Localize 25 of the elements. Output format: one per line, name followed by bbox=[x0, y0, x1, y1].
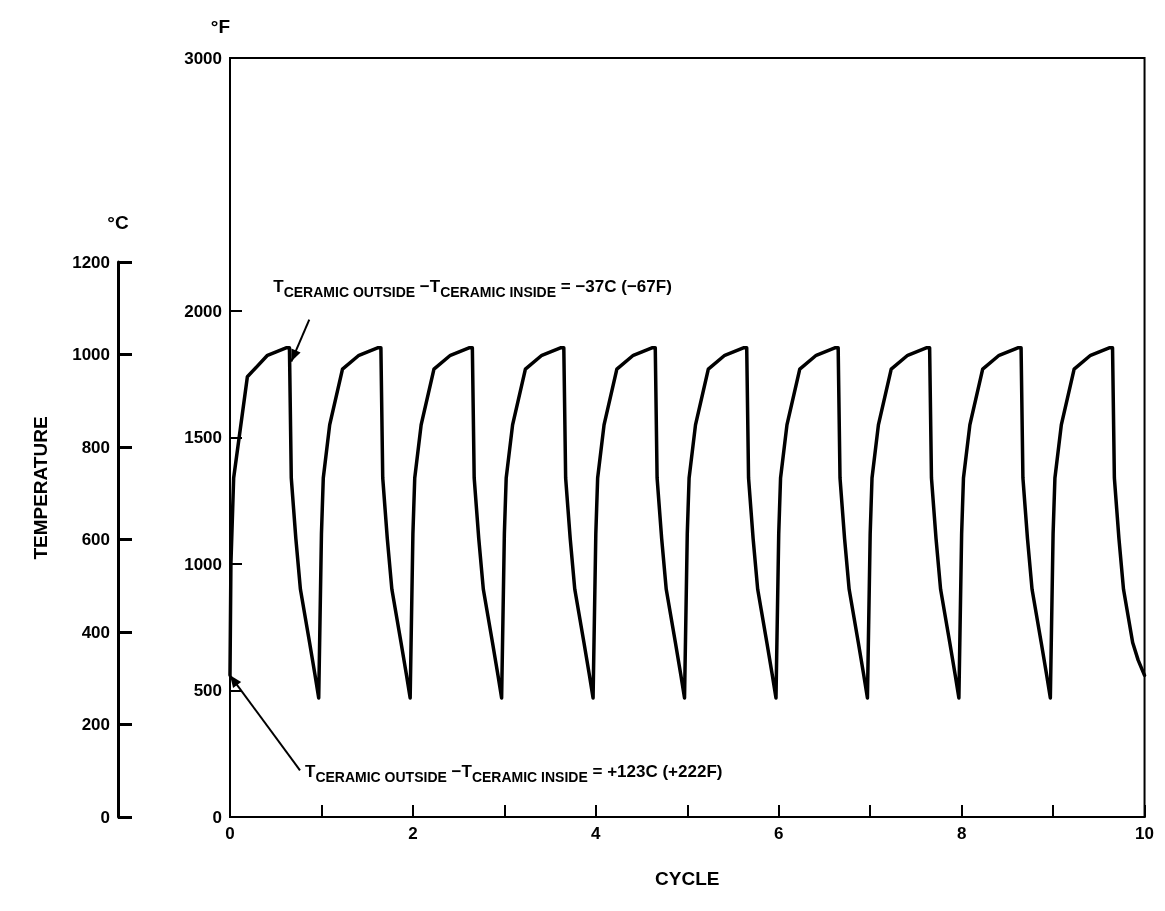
y-tick-label: 1000 bbox=[184, 554, 222, 574]
annotation: T$_{CERAMIC OUTSIDE}$ −T$_{CERAMIC INSIDE}$ = −37C (−67F) bbox=[273, 276, 672, 300]
y2-tick-label: 800 bbox=[81, 437, 110, 457]
x-tick-label: 2 bbox=[408, 824, 418, 843]
y2-axis-title: °C bbox=[107, 212, 129, 233]
y2-tick-label: 0 bbox=[100, 807, 110, 827]
y-tick-label: 0 bbox=[212, 807, 222, 827]
x-axis-title: CYCLE bbox=[655, 868, 720, 889]
y2-tick-label: 600 bbox=[81, 530, 110, 549]
y2-tick-label: 1200 bbox=[72, 252, 110, 272]
x-tick-label: 0 bbox=[225, 824, 235, 843]
y2-tick-label: 400 bbox=[81, 622, 110, 642]
y-axis-title: °F bbox=[210, 16, 230, 37]
y-tick-label: 1500 bbox=[184, 428, 222, 447]
x-tick-label: 10 bbox=[1135, 824, 1155, 843]
x-tick-label: 6 bbox=[773, 824, 784, 843]
y-tick-label: 2000 bbox=[184, 301, 222, 321]
x-tick-label: 8 bbox=[956, 824, 967, 843]
y2-tick-label: 1000 bbox=[72, 345, 110, 364]
y2-tick-label: 200 bbox=[81, 715, 110, 734]
text: TEMPERATURE bbox=[29, 416, 51, 560]
y-tick-label: 500 bbox=[193, 681, 222, 700]
x-tick-label: 4 bbox=[591, 824, 602, 843]
y-tick-label: 3000 bbox=[184, 48, 222, 68]
annotation: T$_{CERAMIC OUTSIDE}$ −T$_{CERAMIC INSIDE}$ = +123C (+222F) bbox=[305, 762, 723, 786]
